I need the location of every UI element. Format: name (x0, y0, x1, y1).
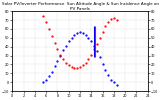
Title: Solar PV/Inverter Performance  Sun Altitude Angle & Sun Incidence Angle on PV Pa: Solar PV/Inverter Performance Sun Altitu… (1, 2, 159, 11)
